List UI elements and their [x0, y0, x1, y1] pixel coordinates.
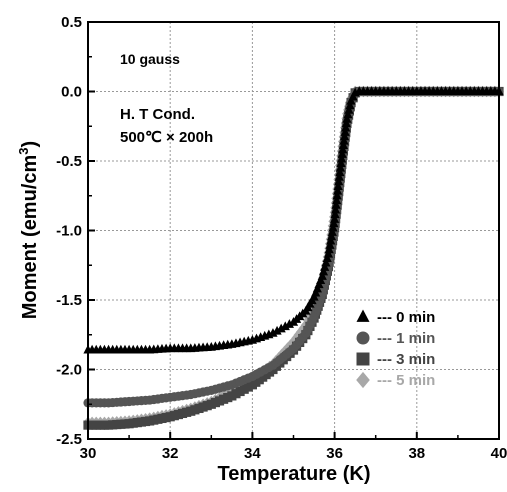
legend: --- 0 min --- 1 min --- 3 min --- 5 min: [356, 309, 435, 389]
data-point: [337, 153, 347, 163]
data-point: [268, 328, 278, 337]
y-axis-label-main: Moment (emu/cm: [19, 155, 41, 319]
data-point: [276, 323, 286, 333]
x-tick-label: 34: [244, 445, 261, 462]
data-point: [280, 321, 290, 331]
data-point: [334, 171, 344, 181]
x-tick-label: 40: [491, 445, 507, 462]
y-tick-label: -1.5: [56, 292, 82, 309]
y-axis-label: Moment (emu/cm3): [16, 141, 41, 319]
data-point: [332, 195, 342, 205]
data-point: [344, 104, 354, 114]
data-point: [330, 214, 340, 223]
data-point: [337, 149, 347, 158]
legend-label: --- 5 min: [377, 372, 435, 389]
axis-ticks: 30 32 34 36 38 40 0.5 0.0 -0.5 -1.0 -1.5 -2.0 -2.5: [56, 14, 507, 462]
y-tick-label: -2.5: [56, 431, 82, 448]
annotation-condition: H. T Cond.: [120, 106, 195, 123]
x-tick-label: 30: [80, 445, 97, 462]
data-point: [317, 271, 327, 280]
legend-marker: [356, 352, 370, 366]
legend-label: --- 1 min: [377, 330, 435, 347]
data-point: [345, 100, 355, 110]
y-axis-label-tail: ): [19, 141, 41, 148]
series-0: [83, 86, 504, 354]
y-tick-label: -2.0: [56, 362, 82, 379]
data-point: [334, 176, 344, 186]
annotation-field: 10 gauss: [120, 51, 180, 67]
y-tick-label: 0.5: [61, 14, 82, 31]
data-point: [333, 181, 343, 190]
y-tick-label: -1.0: [56, 223, 82, 240]
y-tick-label: 0.0: [61, 84, 82, 101]
x-tick-label: 32: [162, 445, 179, 462]
data-point: [336, 158, 346, 168]
x-tick-label: 38: [408, 445, 425, 462]
data-series: [83, 85, 504, 430]
x-tick-label: 36: [326, 445, 343, 462]
data-point: [272, 325, 282, 335]
data-point: [332, 190, 342, 200]
legend-label: --- 3 min: [377, 351, 435, 368]
annotation-treatment: 500℃ × 200h: [120, 129, 213, 146]
data-point: [343, 109, 353, 119]
data-point: [335, 167, 345, 177]
data-point: [342, 114, 352, 123]
data-point: [331, 200, 341, 209]
data-point: [320, 262, 330, 271]
x-axis-label: Temperature (K): [218, 463, 371, 485]
data-point: [331, 204, 341, 214]
data-point: [321, 257, 331, 267]
data-point: [330, 209, 340, 219]
y-tick-label: -0.5: [56, 153, 82, 170]
data-point: [318, 266, 329, 276]
legend-marker: [356, 331, 370, 345]
legend-label: --- 0 min: [377, 309, 435, 326]
data-point: [322, 253, 332, 263]
y-axis-label-superscript: 3: [16, 147, 31, 154]
data-point: [284, 319, 294, 328]
data-point: [333, 185, 343, 195]
legend-marker: [356, 309, 370, 322]
data-point: [335, 162, 346, 172]
legend-marker: [356, 371, 370, 389]
